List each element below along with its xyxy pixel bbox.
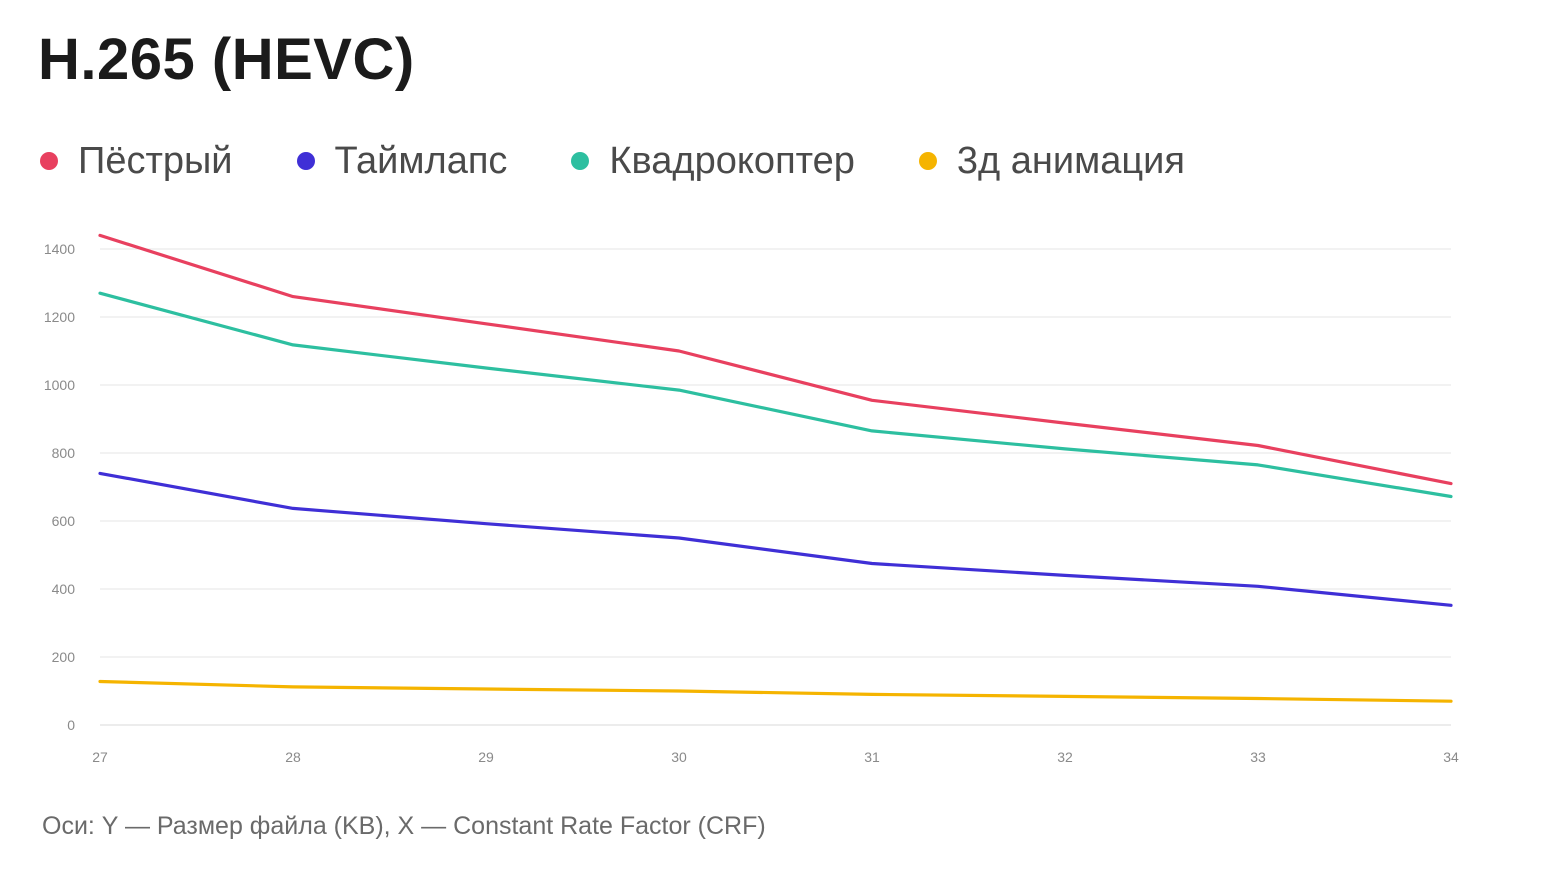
x-tick-label: 32: [1057, 749, 1073, 765]
legend-item: Пёстрый: [40, 135, 233, 187]
series-line: [98, 291, 1453, 499]
chart-series: [98, 233, 1453, 703]
x-axis-ticks: 27 28 29 30 31 32 33 34: [92, 749, 1459, 765]
y-tick-label: 1000: [44, 377, 75, 393]
legend-dot-icon: [918, 152, 937, 170]
x-tick-label: 28: [285, 749, 301, 765]
legend-item: 3д анимация: [918, 135, 1185, 187]
x-tick-label: 29: [478, 749, 494, 765]
legend-item: Таймлапс: [296, 135, 508, 187]
y-tick-label: 400: [52, 581, 76, 597]
y-tick-label: 1400: [44, 241, 75, 257]
x-tick-label: 27: [92, 749, 108, 765]
legend-label: Квадрокоптер: [609, 140, 855, 182]
legend-label: 3д анимация: [956, 140, 1185, 182]
x-tick-label: 34: [1443, 749, 1459, 765]
x-tick-label: 33: [1250, 749, 1266, 765]
chart-grid: [100, 248, 1451, 726]
legend-dot-icon: [571, 152, 590, 170]
y-tick-label: 0: [67, 717, 75, 733]
y-axis-ticks: 0 200 400 600 800 1000 1200 1400: [44, 241, 75, 733]
legend-label: Таймлапс: [334, 140, 508, 182]
chart-title: H.265 (HEVC): [38, 27, 415, 92]
y-tick-label: 1200: [44, 309, 75, 325]
y-tick-label: 600: [52, 513, 76, 529]
axes-caption: Оси: Y — Размер файла (KB), X — Constant…: [42, 812, 766, 840]
x-tick-label: 30: [671, 749, 687, 765]
legend-dot-icon: [296, 152, 315, 170]
series-line: [98, 679, 1453, 703]
legend-item: Квадрокоптер: [571, 135, 855, 187]
series-line: [98, 233, 1453, 486]
chart-legend: Пёстрый Таймлапс Квадрокоптер 3д анимация: [40, 135, 1249, 187]
y-tick-label: 800: [52, 445, 76, 461]
series-line: [98, 471, 1453, 607]
legend-dot-icon: [40, 152, 58, 170]
y-tick-label: 200: [52, 649, 76, 665]
legend-label: Пёстрый: [78, 140, 233, 182]
x-tick-label: 31: [864, 749, 880, 765]
